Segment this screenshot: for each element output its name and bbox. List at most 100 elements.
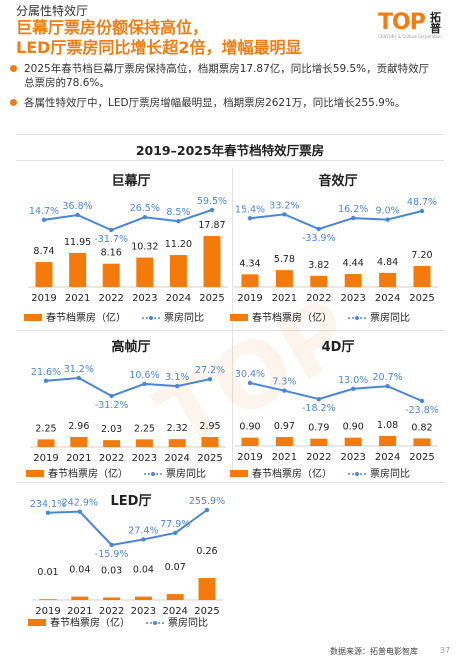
- x-tick-label: 2023: [132, 453, 157, 464]
- growth-point: [76, 375, 82, 381]
- growth-point: [316, 396, 321, 402]
- bar-value-label: 2.25: [134, 423, 155, 434]
- bar-2021: [275, 270, 293, 287]
- bullet-dot-icon: [10, 99, 17, 106]
- growth-line: [43, 209, 213, 232]
- x-tick-label: 2023: [340, 452, 365, 463]
- bar-value-label: 0.90: [343, 422, 364, 433]
- growth-label: 234.1%: [30, 499, 66, 510]
- growth-line: [45, 376, 211, 398]
- bar-2025: [201, 437, 219, 447]
- growth-point: [351, 386, 356, 391]
- x-tick-label: 2025: [409, 452, 434, 463]
- growth-point: [109, 227, 114, 233]
- chart-title-hfr: 高帧厅: [111, 340, 151, 355]
- divider-vertical: [232, 168, 233, 478]
- x-tick-label: 2024: [162, 606, 187, 617]
- bar-2019: [35, 262, 53, 287]
- bar-2024: [379, 436, 397, 446]
- bar-2023: [344, 437, 362, 446]
- growth-label: 59.5%: [197, 196, 227, 207]
- bar-2022: [103, 440, 121, 447]
- x-tick-label: 2019: [31, 293, 56, 304]
- bar-2021: [69, 252, 87, 287]
- bar-value-label: 2.95: [199, 421, 220, 432]
- growth-label: 26.5%: [130, 203, 160, 214]
- growth-label: 21.6%: [31, 367, 61, 378]
- bar-value-label: 8.74: [33, 246, 54, 257]
- divider-low: [16, 482, 444, 483]
- growth-label: -15.9%: [95, 549, 129, 560]
- legend-line-marker: [153, 621, 157, 625]
- brand-logo: TOP 拓普 CENTURY & Culture Corporation: [378, 10, 452, 39]
- growth-point: [176, 218, 181, 224]
- bar-2021: [70, 437, 88, 447]
- growth-point: [282, 388, 287, 393]
- growth-point: [385, 217, 390, 222]
- x-tick-label: 2021: [66, 453, 91, 464]
- bar-2024: [169, 255, 187, 287]
- x-tick-label: 2022: [98, 293, 123, 304]
- growth-label: 242.9%: [62, 498, 98, 509]
- growth-label: 3.1%: [165, 372, 189, 383]
- chart-title-imax: 巨幕厅: [111, 174, 151, 189]
- growth-label: 27.2%: [195, 365, 225, 376]
- growth-line: [249, 210, 423, 231]
- bar-value-label: 4.44: [343, 258, 364, 269]
- bar-value-label: 17.87: [198, 220, 225, 231]
- bar-2024: [166, 594, 184, 600]
- growth-label: 14.7%: [29, 206, 59, 217]
- legend-bar-swatch: [24, 314, 42, 321]
- bar-2021: [71, 596, 89, 600]
- bar-value-label: 2.03: [101, 424, 122, 435]
- chart-title-led: LED厅: [110, 494, 152, 509]
- growth-label: 77.9%: [160, 519, 190, 530]
- section-subtitle: 分属性特效厅: [16, 4, 89, 18]
- bar-2025: [203, 236, 221, 287]
- bar-value-label: 11.20: [165, 239, 192, 250]
- growth-label: 15.4%: [235, 204, 265, 215]
- bar-value-label: 3.82: [308, 260, 329, 271]
- legend-line-marker: [355, 472, 359, 476]
- bullet-2-text: 各属性特效厅中，LED厅票房增幅最明显，档期票房2621万，同比增长255.9%…: [24, 97, 406, 109]
- bar-value-label: 0.07: [165, 562, 186, 573]
- growth-point: [207, 376, 213, 382]
- growth-point: [282, 212, 287, 217]
- legend-line-label: 票房同比: [166, 467, 206, 480]
- growth-label: 30.4%: [235, 369, 265, 380]
- bar-value-label: 10.32: [131, 242, 158, 253]
- growth-label: 255.9%: [189, 496, 225, 507]
- legend-bar-swatch: [26, 470, 44, 477]
- growth-point: [109, 393, 114, 399]
- x-tick-label: 2025: [409, 293, 434, 304]
- chart-title-audio: 音效厅: [318, 174, 358, 189]
- bar-value-label: 0.03: [101, 565, 122, 576]
- bullet-2: 各属性特效厅中，LED厅票房增幅最明显，档期票房2621万，同比增长255.9%…: [10, 96, 436, 110]
- bar-2019: [241, 437, 259, 446]
- bar-value-label: 1.08: [377, 420, 398, 431]
- bullet-dot-icon: [10, 65, 17, 72]
- growth-point: [142, 381, 147, 387]
- bar-2022: [310, 275, 328, 287]
- x-tick-label: 2019: [237, 452, 262, 463]
- page-title-line-1: 巨幕厅票房份额保持高位，: [16, 18, 209, 37]
- bar-value-label: 8.16: [101, 248, 122, 259]
- x-tick-label: 2021: [67, 606, 92, 617]
- x-tick-label: 2021: [272, 293, 297, 304]
- x-tick-label: 2023: [132, 293, 157, 304]
- x-tick-label: 2021: [272, 452, 297, 463]
- bar-2019: [241, 274, 259, 287]
- growth-label: 9.0%: [376, 206, 400, 217]
- bar-2023: [136, 257, 154, 287]
- growth-point: [43, 378, 49, 383]
- bar-2025: [413, 438, 431, 446]
- legend-bar-swatch: [230, 470, 248, 477]
- growth-point: [77, 509, 83, 514]
- growth-point: [351, 215, 356, 221]
- x-tick-label: 2022: [99, 453, 124, 464]
- legend-bar-swatch: [28, 619, 46, 626]
- growth-label: 27.4%: [128, 525, 158, 536]
- growth-label: 13.0%: [338, 375, 368, 386]
- growth-label: -23.8%: [405, 405, 439, 416]
